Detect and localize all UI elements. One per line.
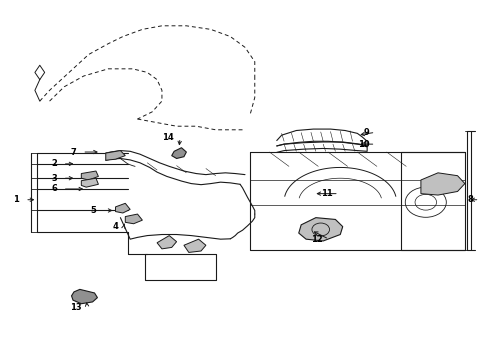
- Polygon shape: [157, 235, 176, 249]
- Text: 2: 2: [51, 159, 57, 168]
- Polygon shape: [106, 150, 125, 160]
- Text: 1: 1: [13, 195, 19, 204]
- Polygon shape: [421, 173, 465, 195]
- Text: 9: 9: [364, 128, 369, 137]
- Text: 4: 4: [112, 222, 118, 231]
- Text: 11: 11: [321, 189, 333, 198]
- Text: 8: 8: [468, 195, 474, 204]
- Polygon shape: [81, 171, 98, 180]
- Polygon shape: [72, 289, 98, 304]
- Text: 7: 7: [71, 148, 76, 157]
- Text: 3: 3: [51, 174, 57, 183]
- Text: 12: 12: [312, 235, 323, 244]
- Polygon shape: [81, 178, 98, 187]
- Text: 6: 6: [51, 184, 57, 193]
- Polygon shape: [299, 218, 343, 241]
- Polygon shape: [172, 148, 186, 158]
- Text: 13: 13: [70, 303, 81, 312]
- Polygon shape: [125, 214, 143, 224]
- Polygon shape: [184, 239, 206, 252]
- Polygon shape: [116, 203, 130, 213]
- Text: 14: 14: [162, 133, 174, 142]
- Text: 10: 10: [358, 140, 369, 149]
- Text: 5: 5: [90, 206, 96, 215]
